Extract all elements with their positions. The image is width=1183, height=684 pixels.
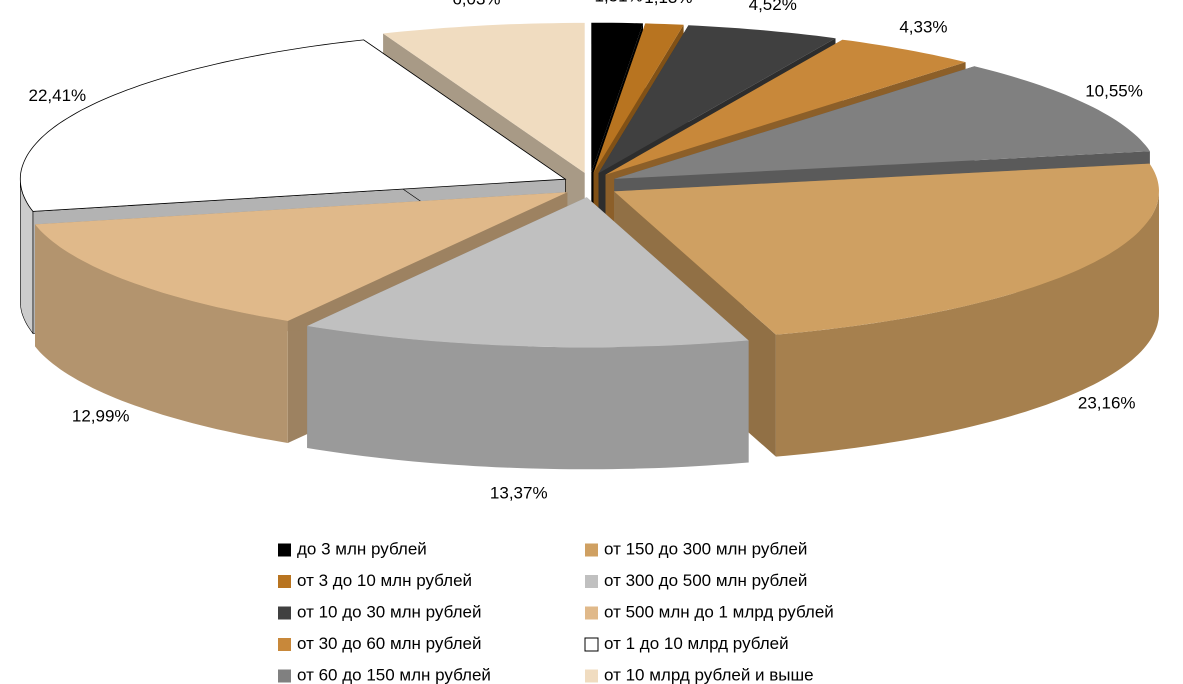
data-label: 6,03% bbox=[452, 0, 500, 9]
slice-wall bbox=[35, 224, 288, 443]
legend-label: от 150 до 300 млн рублей bbox=[604, 539, 807, 558]
slice-wall bbox=[775, 191, 1159, 457]
legend-label: от 10 млрд рублей и выше bbox=[604, 665, 814, 684]
legend-label: до 3 млн рублей bbox=[297, 539, 427, 558]
slice-top bbox=[383, 22, 585, 173]
slice-top bbox=[19, 39, 567, 212]
slice-top bbox=[593, 23, 684, 173]
data-label: 4,52% bbox=[749, 0, 797, 14]
data-label: 10,55% bbox=[1085, 81, 1143, 100]
legend-label: от 10 до 30 млн рублей bbox=[297, 602, 481, 621]
legend-swatch bbox=[585, 606, 598, 620]
data-label: 22,41% bbox=[29, 86, 87, 105]
slice-top bbox=[605, 39, 966, 175]
legend-swatch bbox=[584, 637, 599, 652]
legend-label: от 1 до 10 млрд рублей bbox=[604, 634, 789, 653]
legend-swatch bbox=[585, 575, 598, 588]
slice-top bbox=[614, 66, 1150, 179]
legend-swatch bbox=[278, 543, 291, 557]
legend-swatch bbox=[585, 669, 598, 683]
slice-top bbox=[614, 163, 1159, 335]
data-label: 1,13% bbox=[644, 0, 692, 7]
legend-swatch bbox=[278, 606, 291, 620]
legend-swatch bbox=[278, 575, 291, 588]
data-label: 23,16% bbox=[1078, 394, 1136, 413]
pie-slice bbox=[307, 197, 749, 470]
legend-swatch bbox=[278, 638, 291, 651]
legend-label: от 300 до 500 млн рублей bbox=[604, 571, 807, 590]
slice-top bbox=[35, 192, 568, 321]
legend-label: от 3 до 10 млн рублей bbox=[297, 571, 472, 590]
data-label: 4,33% bbox=[899, 18, 947, 37]
slice-wall bbox=[307, 326, 749, 470]
slice-top bbox=[307, 197, 749, 348]
legend-label: от 500 млн до 1 млрд рублей bbox=[604, 602, 834, 621]
legend-swatch bbox=[278, 669, 291, 683]
legend-swatch bbox=[585, 543, 598, 557]
data-label: 13,37% bbox=[490, 483, 548, 502]
legend-label: от 60 до 150 млн рублей bbox=[297, 665, 491, 684]
data-label: 12,99% bbox=[72, 407, 130, 426]
data-label: 1,51% bbox=[594, 0, 642, 5]
slice-top bbox=[591, 22, 643, 173]
slice-top bbox=[598, 25, 836, 174]
legend-label: от 30 до 60 млн рублей bbox=[297, 634, 481, 653]
